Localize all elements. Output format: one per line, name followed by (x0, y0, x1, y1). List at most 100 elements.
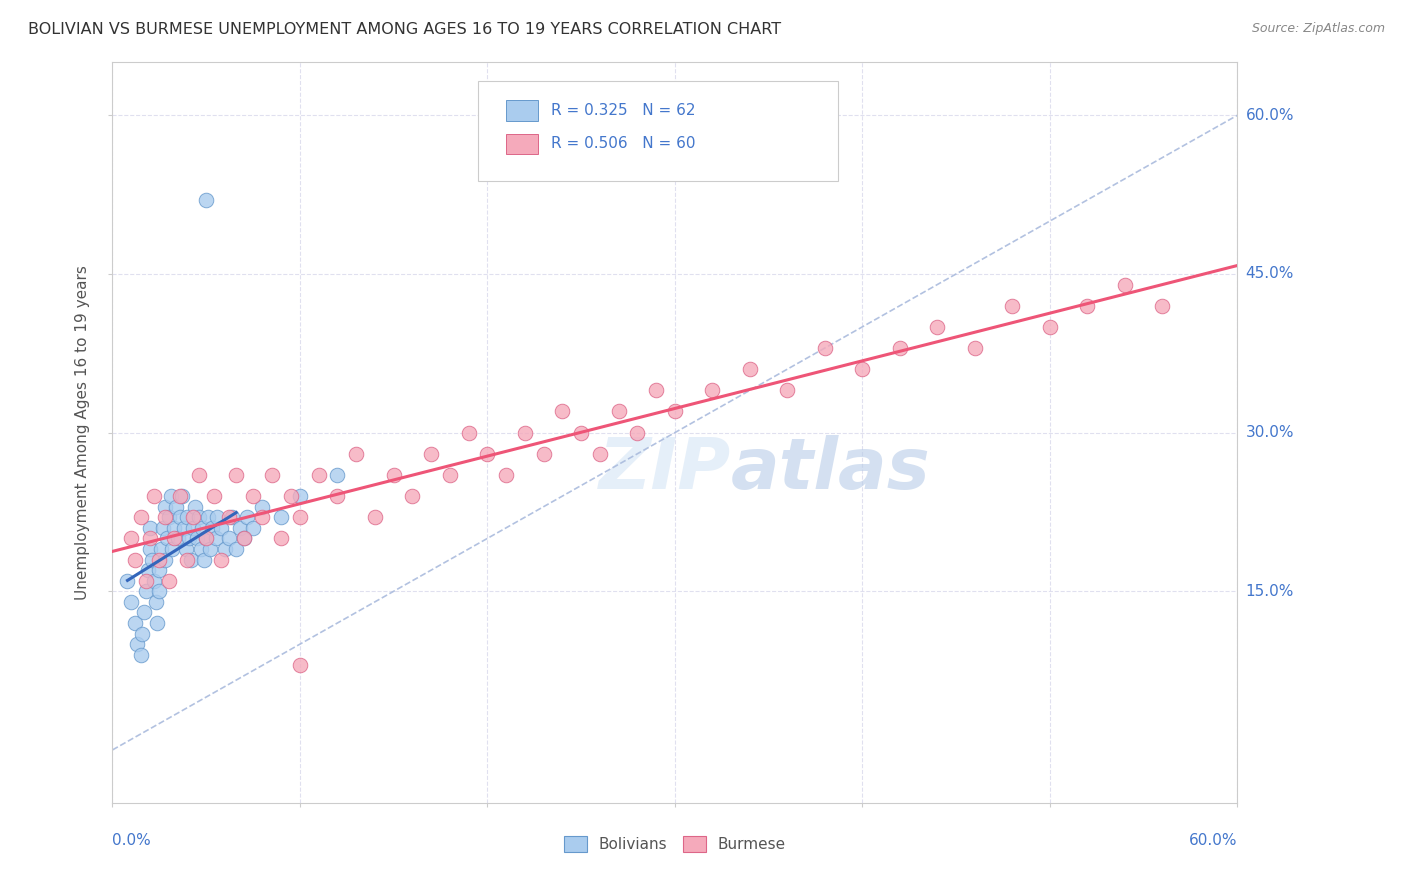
Point (225, 467, 247, 482)
Point (195, 193, 218, 207)
Point (195, 532, 218, 546)
Text: Source: ZipAtlas.com: Source: ZipAtlas.com (1251, 22, 1385, 36)
Point (308, 467, 330, 482)
Point (120, 595, 142, 609)
Point (236, 510, 259, 524)
Point (159, 489, 181, 503)
Point (889, 341, 911, 355)
Point (344, 447, 367, 461)
Text: 30.0%: 30.0% (1246, 425, 1294, 440)
Point (162, 541, 184, 556)
Text: BOLIVIAN VS BURMESE UNEMPLOYMENT AMONG AGES 16 TO 19 YEARS CORRELATION CHART: BOLIVIAN VS BURMESE UNEMPLOYMENT AMONG A… (28, 22, 782, 37)
Point (145, 595, 167, 609)
Point (150, 541, 173, 556)
Point (382, 467, 405, 482)
Point (252, 510, 274, 524)
Point (195, 532, 218, 546)
Point (551, 404, 574, 418)
Point (181, 521, 204, 535)
Point (134, 606, 156, 620)
Point (851, 362, 873, 376)
Point (533, 447, 555, 461)
Point (326, 467, 349, 482)
Point (198, 541, 221, 556)
Point (202, 489, 225, 503)
Text: 0.0%: 0.0% (112, 833, 152, 848)
Point (179, 532, 201, 546)
Point (218, 532, 240, 546)
Point (167, 532, 190, 546)
Point (401, 489, 423, 503)
Point (136, 563, 159, 577)
Point (218, 510, 240, 524)
Point (184, 500, 207, 514)
Point (139, 532, 162, 546)
Point (1076, 299, 1098, 313)
Point (176, 552, 198, 566)
Point (326, 489, 349, 503)
Point (146, 615, 169, 630)
Y-axis label: Unemployment Among Ages 16 to 19 years: Unemployment Among Ages 16 to 19 years (75, 265, 90, 600)
Point (207, 510, 229, 524)
Point (139, 541, 162, 556)
Point (221, 510, 243, 524)
Point (457, 425, 479, 440)
Point (157, 510, 180, 524)
Point (139, 521, 162, 535)
Point (589, 447, 612, 461)
Point (495, 467, 517, 482)
Point (148, 552, 170, 566)
Point (142, 489, 165, 503)
Point (120, 532, 142, 546)
Point (209, 521, 232, 535)
Text: R = 0.506   N = 60: R = 0.506 N = 60 (551, 136, 696, 152)
Point (187, 510, 209, 524)
Text: atlas: atlas (731, 435, 931, 504)
Point (232, 532, 254, 546)
Point (129, 648, 152, 662)
Text: 60.0%: 60.0% (1246, 108, 1294, 123)
Point (364, 510, 387, 524)
Point (242, 521, 264, 535)
Point (439, 467, 461, 482)
Point (664, 404, 686, 418)
Point (229, 521, 252, 535)
Point (135, 584, 157, 599)
Point (163, 532, 186, 546)
Point (181, 510, 204, 524)
Point (186, 532, 208, 546)
Point (124, 552, 146, 566)
Point (242, 489, 264, 503)
Point (180, 552, 202, 566)
FancyBboxPatch shape (478, 81, 838, 181)
Point (1039, 319, 1062, 334)
Point (193, 552, 215, 566)
Point (148, 584, 170, 599)
Point (117, 574, 139, 588)
Point (702, 384, 724, 398)
Point (153, 552, 176, 566)
Point (187, 467, 209, 482)
Point (129, 510, 152, 524)
Point (280, 489, 302, 503)
Point (204, 532, 226, 546)
Point (165, 500, 187, 514)
Point (225, 541, 247, 556)
Point (191, 521, 214, 535)
Point (252, 500, 274, 514)
Point (1001, 299, 1024, 313)
Text: R = 0.325   N = 62: R = 0.325 N = 62 (551, 103, 696, 118)
Text: ZIP: ZIP (599, 435, 731, 504)
Point (141, 552, 163, 566)
FancyBboxPatch shape (506, 100, 537, 121)
Point (153, 500, 176, 514)
Point (176, 510, 198, 524)
Point (153, 510, 176, 524)
FancyBboxPatch shape (506, 134, 537, 154)
Point (214, 541, 236, 556)
Point (738, 362, 761, 376)
Text: 45.0%: 45.0% (1246, 267, 1294, 282)
Point (1152, 299, 1174, 313)
Point (963, 341, 986, 355)
Point (169, 489, 191, 503)
